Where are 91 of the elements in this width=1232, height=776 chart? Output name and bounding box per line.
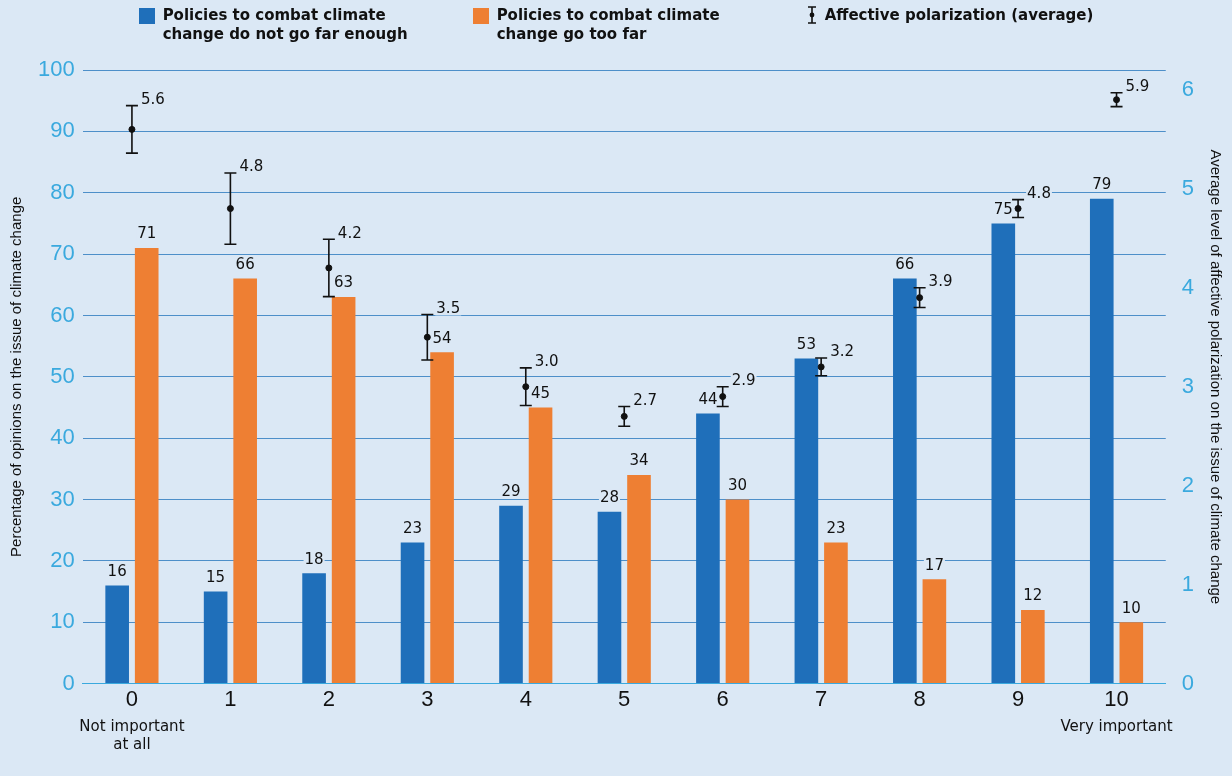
y-tick-label: 0 bbox=[62, 669, 75, 695]
data-label: 28 bbox=[599, 488, 620, 507]
bar bbox=[1089, 198, 1114, 684]
data-label: 45 bbox=[531, 383, 551, 402]
data-label: 17 bbox=[924, 555, 944, 574]
y-axis-title: Percentage of opinions on the issue of climate change bbox=[7, 196, 25, 557]
data-label: 53 bbox=[796, 334, 816, 353]
x-tick-label: 6 bbox=[716, 685, 729, 711]
bar bbox=[499, 505, 523, 684]
bar bbox=[991, 223, 1016, 684]
bar bbox=[400, 542, 425, 684]
y-tick-label: 60 bbox=[50, 301, 75, 327]
x-tick-label: 5 bbox=[618, 685, 631, 711]
bar bbox=[302, 573, 326, 684]
legend-label: Affective polarization (average) bbox=[824, 6, 1094, 25]
y-tick-label: 40 bbox=[50, 424, 75, 450]
bar bbox=[233, 278, 257, 684]
y2-tick-label: 4 bbox=[1181, 273, 1195, 299]
bar bbox=[824, 542, 848, 684]
x-tick-label: 1 bbox=[224, 685, 237, 711]
data-label: 18 bbox=[304, 549, 324, 568]
bar bbox=[430, 352, 454, 684]
x-tick-label: 9 bbox=[1011, 685, 1025, 711]
bar bbox=[1119, 622, 1144, 684]
bar bbox=[696, 413, 720, 684]
data-label: 2.9 bbox=[731, 371, 756, 390]
data-label: 75 bbox=[993, 199, 1013, 218]
bar bbox=[528, 407, 553, 684]
y-tick-label: 90 bbox=[50, 117, 75, 143]
y-tick-label: 30 bbox=[50, 485, 75, 511]
y2-tick-label: 0 bbox=[1181, 669, 1195, 695]
data-label: 12 bbox=[1023, 586, 1043, 605]
bar bbox=[1021, 609, 1045, 684]
data-label: 16 bbox=[107, 561, 127, 580]
legend-label: Policies to combat climate change go too far bbox=[496, 6, 721, 44]
y-tick-label: 10 bbox=[50, 608, 75, 634]
data-label: 66 bbox=[235, 255, 255, 274]
x-tick-label: 3 bbox=[421, 685, 434, 711]
data-label: 44 bbox=[698, 390, 718, 409]
x-tick-label: 10 bbox=[1104, 685, 1129, 711]
bar bbox=[134, 247, 159, 684]
y-tick-label: 100 bbox=[37, 56, 75, 82]
data-label: 5.6 bbox=[140, 90, 165, 109]
y2-tick-label: 5 bbox=[1181, 174, 1195, 200]
text: Not important at all bbox=[79, 716, 185, 753]
bar bbox=[331, 297, 356, 684]
data-label: 3.2 bbox=[830, 342, 855, 361]
y2-tick-label: 1 bbox=[1181, 570, 1195, 596]
bar bbox=[105, 585, 129, 684]
data-label: 5.9 bbox=[1125, 77, 1150, 96]
data-label: 3.9 bbox=[928, 272, 953, 291]
x-tick-label: 0 bbox=[125, 685, 139, 711]
text: Very important bbox=[1060, 716, 1173, 735]
data-label: 63 bbox=[334, 273, 354, 292]
data-label: 15 bbox=[206, 567, 226, 586]
x-tick-label: 7 bbox=[815, 685, 828, 711]
y-tick-label: 50 bbox=[50, 362, 75, 388]
bar bbox=[597, 511, 622, 684]
bar bbox=[794, 358, 819, 684]
data-label: 3.5 bbox=[436, 298, 461, 317]
legend-label: Policies to combat climate change do not go far enough bbox=[162, 6, 409, 44]
bar bbox=[893, 278, 917, 684]
data-label: 23 bbox=[403, 518, 423, 537]
y2-axis-title: Average level of affective polarization on the issue of climate change bbox=[1207, 149, 1225, 605]
data-label: 66 bbox=[895, 255, 915, 274]
data-label: 34 bbox=[629, 451, 649, 470]
y-tick-label: 70 bbox=[50, 240, 75, 266]
data-label: 79 bbox=[1092, 175, 1112, 194]
y2-tick-label: 6 bbox=[1181, 75, 1195, 101]
data-label: 4.2 bbox=[337, 223, 362, 242]
bar bbox=[627, 474, 651, 684]
x-tick-label: 8 bbox=[913, 685, 926, 711]
bar bbox=[203, 591, 228, 684]
data-label: 2.7 bbox=[633, 390, 658, 409]
x-tick-label: 2 bbox=[322, 685, 335, 711]
data-label: 3.0 bbox=[534, 352, 559, 371]
y-tick-label: 20 bbox=[50, 546, 75, 572]
data-label: 23 bbox=[826, 518, 846, 537]
y2-tick-label: 3 bbox=[1181, 372, 1195, 398]
data-label: 54 bbox=[432, 328, 452, 347]
y2-tick-label: 2 bbox=[1181, 471, 1195, 497]
data-label: 4.8 bbox=[239, 157, 264, 176]
data-label: 30 bbox=[727, 475, 748, 494]
data-label: 71 bbox=[137, 224, 157, 243]
x-tick-label: 4 bbox=[519, 685, 532, 711]
bar bbox=[725, 499, 750, 684]
data-label: 29 bbox=[501, 482, 521, 501]
y-tick-label: 80 bbox=[50, 178, 75, 204]
data-label: 4.8 bbox=[1027, 184, 1051, 203]
data-label: 10 bbox=[1121, 598, 1141, 617]
bar bbox=[922, 579, 947, 684]
